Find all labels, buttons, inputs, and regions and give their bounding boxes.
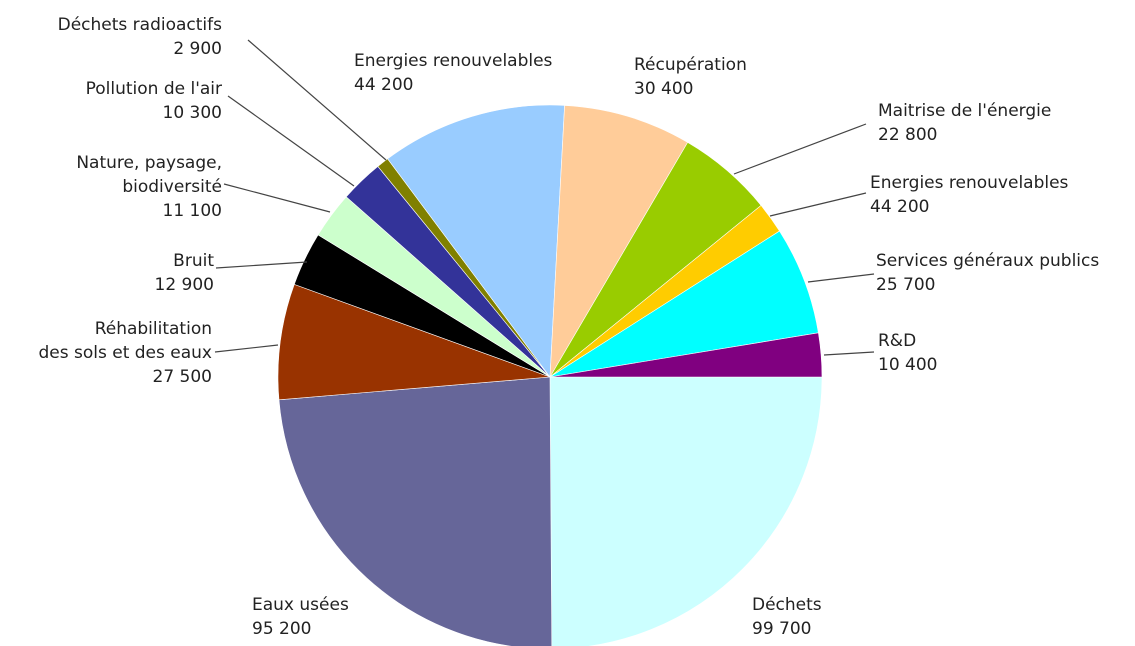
slice-name-0: Déchets (752, 595, 822, 615)
leader-line-12 (823, 351, 875, 356)
slice-value-11: 25 700 (876, 275, 935, 295)
slice-label-8: Récupération 30 400 (634, 55, 747, 99)
slice-value-9: 22 800 (878, 125, 937, 145)
slice-value-8: 30 400 (634, 79, 693, 99)
pie-slice-1 (278, 376, 553, 646)
slice-name-2: des sols et des eaux (38, 343, 212, 363)
pie-slice-8 (549, 105, 689, 378)
slice-label-12: R&D 10 400 (878, 331, 937, 375)
leader-line-10 (769, 192, 867, 217)
slice-label-1: Eaux usées 95 200 (252, 595, 349, 639)
slice-label-9: Maitrise de l'énergie 22 800 (878, 101, 1051, 145)
slice-label-7: Energies renouvelables 44 200 (354, 51, 553, 95)
slice-label-11: Services généraux publics 25 700 (876, 251, 1099, 295)
slice-label-0: Déchets 99 700 (752, 595, 822, 639)
slice-name-2: Réhabilitation (95, 319, 212, 339)
pie-slices (277, 104, 823, 646)
slice-label-6: Déchets radioactifs 2 900 (58, 15, 223, 59)
slice-label-2: Réhabilitation des sols et des eaux 27 500 (38, 319, 212, 387)
leader-line-6 (247, 39, 387, 161)
leader-line-5 (227, 95, 355, 187)
slice-value-12: 10 400 (878, 355, 937, 375)
slice-name-6: Déchets radioactifs (58, 15, 223, 35)
slice-name-3: Bruit (173, 251, 214, 271)
slice-label-5: Pollution de l'air 10 300 (86, 79, 222, 123)
slice-value-5: 10 300 (163, 103, 222, 123)
pie-slice-0 (549, 376, 823, 646)
slice-value-10: 44 200 (870, 197, 929, 217)
slice-name-7: Energies renouvelables (354, 51, 553, 71)
pie-slice-12 (549, 332, 823, 378)
leader-line-11 (807, 273, 875, 283)
pie-slice-2 (277, 283, 551, 401)
slice-labels: Déchets 99 700 Eaux usées 95 200 Réhabilitat… (38, 15, 1099, 639)
slice-name-9: Maitrise de l'énergie (878, 101, 1051, 121)
slice-name-4: biodiversité (122, 177, 222, 197)
leader-line-9 (733, 123, 867, 175)
slice-name-1: Eaux usées (252, 595, 349, 615)
slice-name-8: Récupération (634, 55, 747, 75)
slice-value-4: 11 100 (163, 201, 222, 221)
slice-value-1: 95 200 (252, 619, 311, 639)
slice-label-4: Nature, paysage, biodiversité 11 100 (76, 153, 222, 221)
pie-slice-7 (387, 104, 565, 378)
slice-name-11: Services généraux publics (876, 251, 1099, 271)
leader-line-4 (223, 183, 331, 213)
slice-value-7: 44 200 (354, 75, 413, 95)
slice-label-10: Energies renouvelables 44 200 (870, 173, 1069, 217)
leader-line-3 (215, 261, 308, 269)
slice-value-3: 12 900 (155, 275, 214, 295)
slice-name-5: Pollution de l'air (86, 79, 222, 99)
slice-name-4: Nature, paysage, (76, 153, 222, 173)
slice-value-6: 2 900 (173, 39, 222, 59)
leader-line-2 (214, 344, 279, 353)
slice-value-2: 27 500 (153, 367, 212, 387)
slice-label-3: Bruit 12 900 (155, 251, 215, 295)
leader-lines (214, 39, 875, 356)
slice-name-12: R&D (878, 331, 916, 351)
slice-name-10: Energies renouvelables (870, 173, 1069, 193)
slice-value-0: 99 700 (752, 619, 811, 639)
